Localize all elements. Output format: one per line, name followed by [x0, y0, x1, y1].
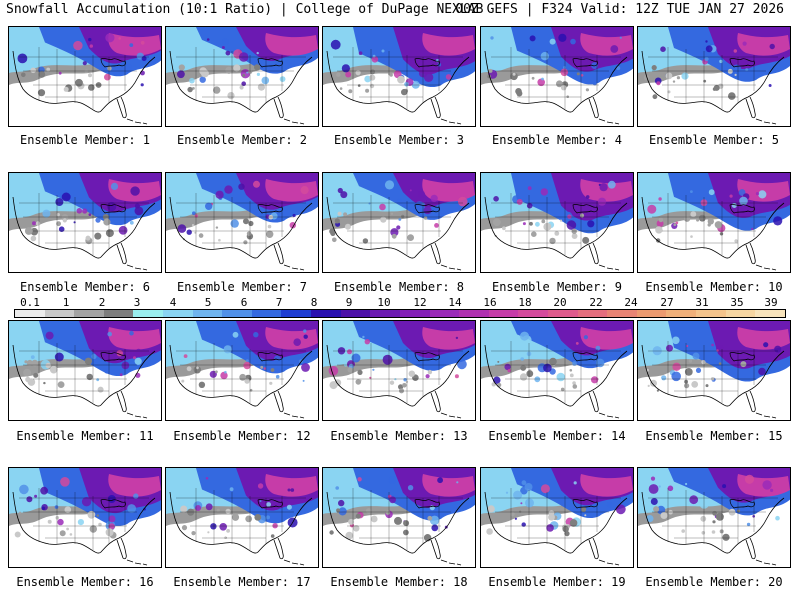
colorbar-swatch	[340, 310, 371, 317]
colorbar-swatch	[74, 310, 104, 317]
ensemble-member-label: Ensemble Member: 13	[330, 429, 468, 443]
ensemble-member-map	[322, 26, 476, 127]
colorbar-swatch	[429, 310, 460, 317]
ensemble-member-map	[480, 467, 634, 568]
ensemble-member-map	[637, 467, 791, 568]
colorbar-swatch	[666, 310, 697, 317]
ensemble-member-map	[637, 26, 791, 127]
ensemble-member-label: Ensemble Member: 8	[333, 280, 465, 294]
colorbar-swatch	[577, 310, 608, 317]
ensemble-member-label: Ensemble Member: 5	[648, 133, 780, 147]
colorbar-swatch	[547, 310, 578, 317]
colorbar-swatch	[518, 310, 548, 317]
ensemble-member-label: Ensemble Member: 4	[491, 133, 623, 147]
ensemble-member-label: Ensemble Member: 1	[19, 133, 151, 147]
colorbar-swatch	[103, 310, 134, 317]
snowfall-colorbar	[14, 309, 786, 318]
colorbar-tick-label: 0.1	[20, 296, 40, 309]
colorbar-swatch	[15, 310, 45, 317]
ensemble-member-map	[8, 320, 162, 421]
colorbar-tick-label: 39	[764, 296, 778, 309]
ensemble-member-label: Ensemble Member: 11	[16, 429, 154, 443]
colorbar-swatch	[607, 310, 637, 317]
colorbar-tick-label: 16	[483, 296, 497, 309]
ensemble-member-label: Ensemble Member: 18	[330, 575, 468, 589]
ensemble-member-label: Ensemble Member: 20	[645, 575, 783, 589]
ensemble-member-map	[165, 467, 319, 568]
colorbar-tick-label: 7	[275, 296, 283, 309]
colorbar-swatch	[488, 310, 519, 317]
colorbar-tick-label: 18	[518, 296, 532, 309]
colorbar-tick-label: 24	[624, 296, 638, 309]
colorbar-swatch	[44, 310, 75, 317]
ensemble-member-label: Ensemble Member: 15	[645, 429, 783, 443]
colorbar-swatch	[755, 310, 785, 317]
ensemble-member-label: Ensemble Member: 16	[16, 575, 154, 589]
ensemble-member-label: Ensemble Member: 2	[176, 133, 308, 147]
ensemble-member-map	[322, 467, 476, 568]
colorbar-tick-label: 2	[98, 296, 106, 309]
colorbar-tick-label: 4	[169, 296, 177, 309]
colorbar-tick-label: 22	[589, 296, 603, 309]
ensemble-member-label: Ensemble Member: 14	[488, 429, 626, 443]
ensemble-member-label: Ensemble Member: 17	[173, 575, 311, 589]
colorbar-swatch	[459, 310, 489, 317]
ensemble-member-map	[8, 172, 162, 273]
colorbar-swatch	[222, 310, 252, 317]
colorbar-tick-label: 12	[413, 296, 427, 309]
colorbar-tick-label: 35	[730, 296, 744, 309]
ensemble-member-label: Ensemble Member: 6	[19, 280, 151, 294]
ensemble-member-map	[322, 172, 476, 273]
colorbar-tick-label: 5	[204, 296, 212, 309]
ensemble-member-label: Ensemble Member: 10	[645, 280, 783, 294]
colorbar-tick-label: 6	[240, 296, 248, 309]
colorbar-swatch	[696, 310, 726, 317]
colorbar-tick-label: 9	[345, 296, 353, 309]
ensemble-member-map	[322, 320, 476, 421]
ensemble-member-map	[637, 172, 791, 273]
ensemble-member-map	[8, 467, 162, 568]
ensemble-member-label: Ensemble Member: 7	[176, 280, 308, 294]
colorbar-swatch	[311, 310, 341, 317]
colorbar-swatch	[133, 310, 164, 317]
colorbar-tick-label: 1	[62, 296, 70, 309]
colorbar-tick-label: 10	[377, 296, 391, 309]
colorbar-swatch	[163, 310, 193, 317]
colorbar-swatch	[192, 310, 223, 317]
ensemble-member-label: Ensemble Member: 3	[333, 133, 465, 147]
colorbar-tick-label: 27	[660, 296, 674, 309]
colorbar-swatch	[725, 310, 756, 317]
ensemble-member-map	[480, 172, 634, 273]
colorbar-swatch	[281, 310, 312, 317]
ensemble-member-label: Ensemble Member: 19	[488, 575, 626, 589]
colorbar-tick-label: 14	[448, 296, 462, 309]
ensemble-member-label: Ensemble Member: 9	[491, 280, 623, 294]
ensemble-member-map	[165, 172, 319, 273]
colorbar-tick-label: 20	[553, 296, 567, 309]
colorbar-tick-label: 8	[310, 296, 318, 309]
ensemble-member-map	[637, 320, 791, 421]
colorbar-swatch	[636, 310, 667, 317]
colorbar-swatch	[251, 310, 282, 317]
colorbar-tick-label: 31	[695, 296, 709, 309]
ensemble-member-map	[480, 320, 634, 421]
ensemble-member-map	[8, 26, 162, 127]
ensemble-member-map	[480, 26, 634, 127]
colorbar-swatch	[399, 310, 430, 317]
ensemble-member-map	[165, 320, 319, 421]
colorbar-tick-label: 3	[133, 296, 141, 309]
map-title: Snowfall Accumulation (10:1 Ratio) | Col…	[6, 2, 484, 17]
colorbar-swatch	[370, 310, 400, 317]
run-valid-time: 00Z GEFS | F324 Valid: 12Z TUE JAN 27 20…	[455, 2, 784, 17]
ensemble-member-map	[165, 26, 319, 127]
ensemble-member-label: Ensemble Member: 12	[173, 429, 311, 443]
